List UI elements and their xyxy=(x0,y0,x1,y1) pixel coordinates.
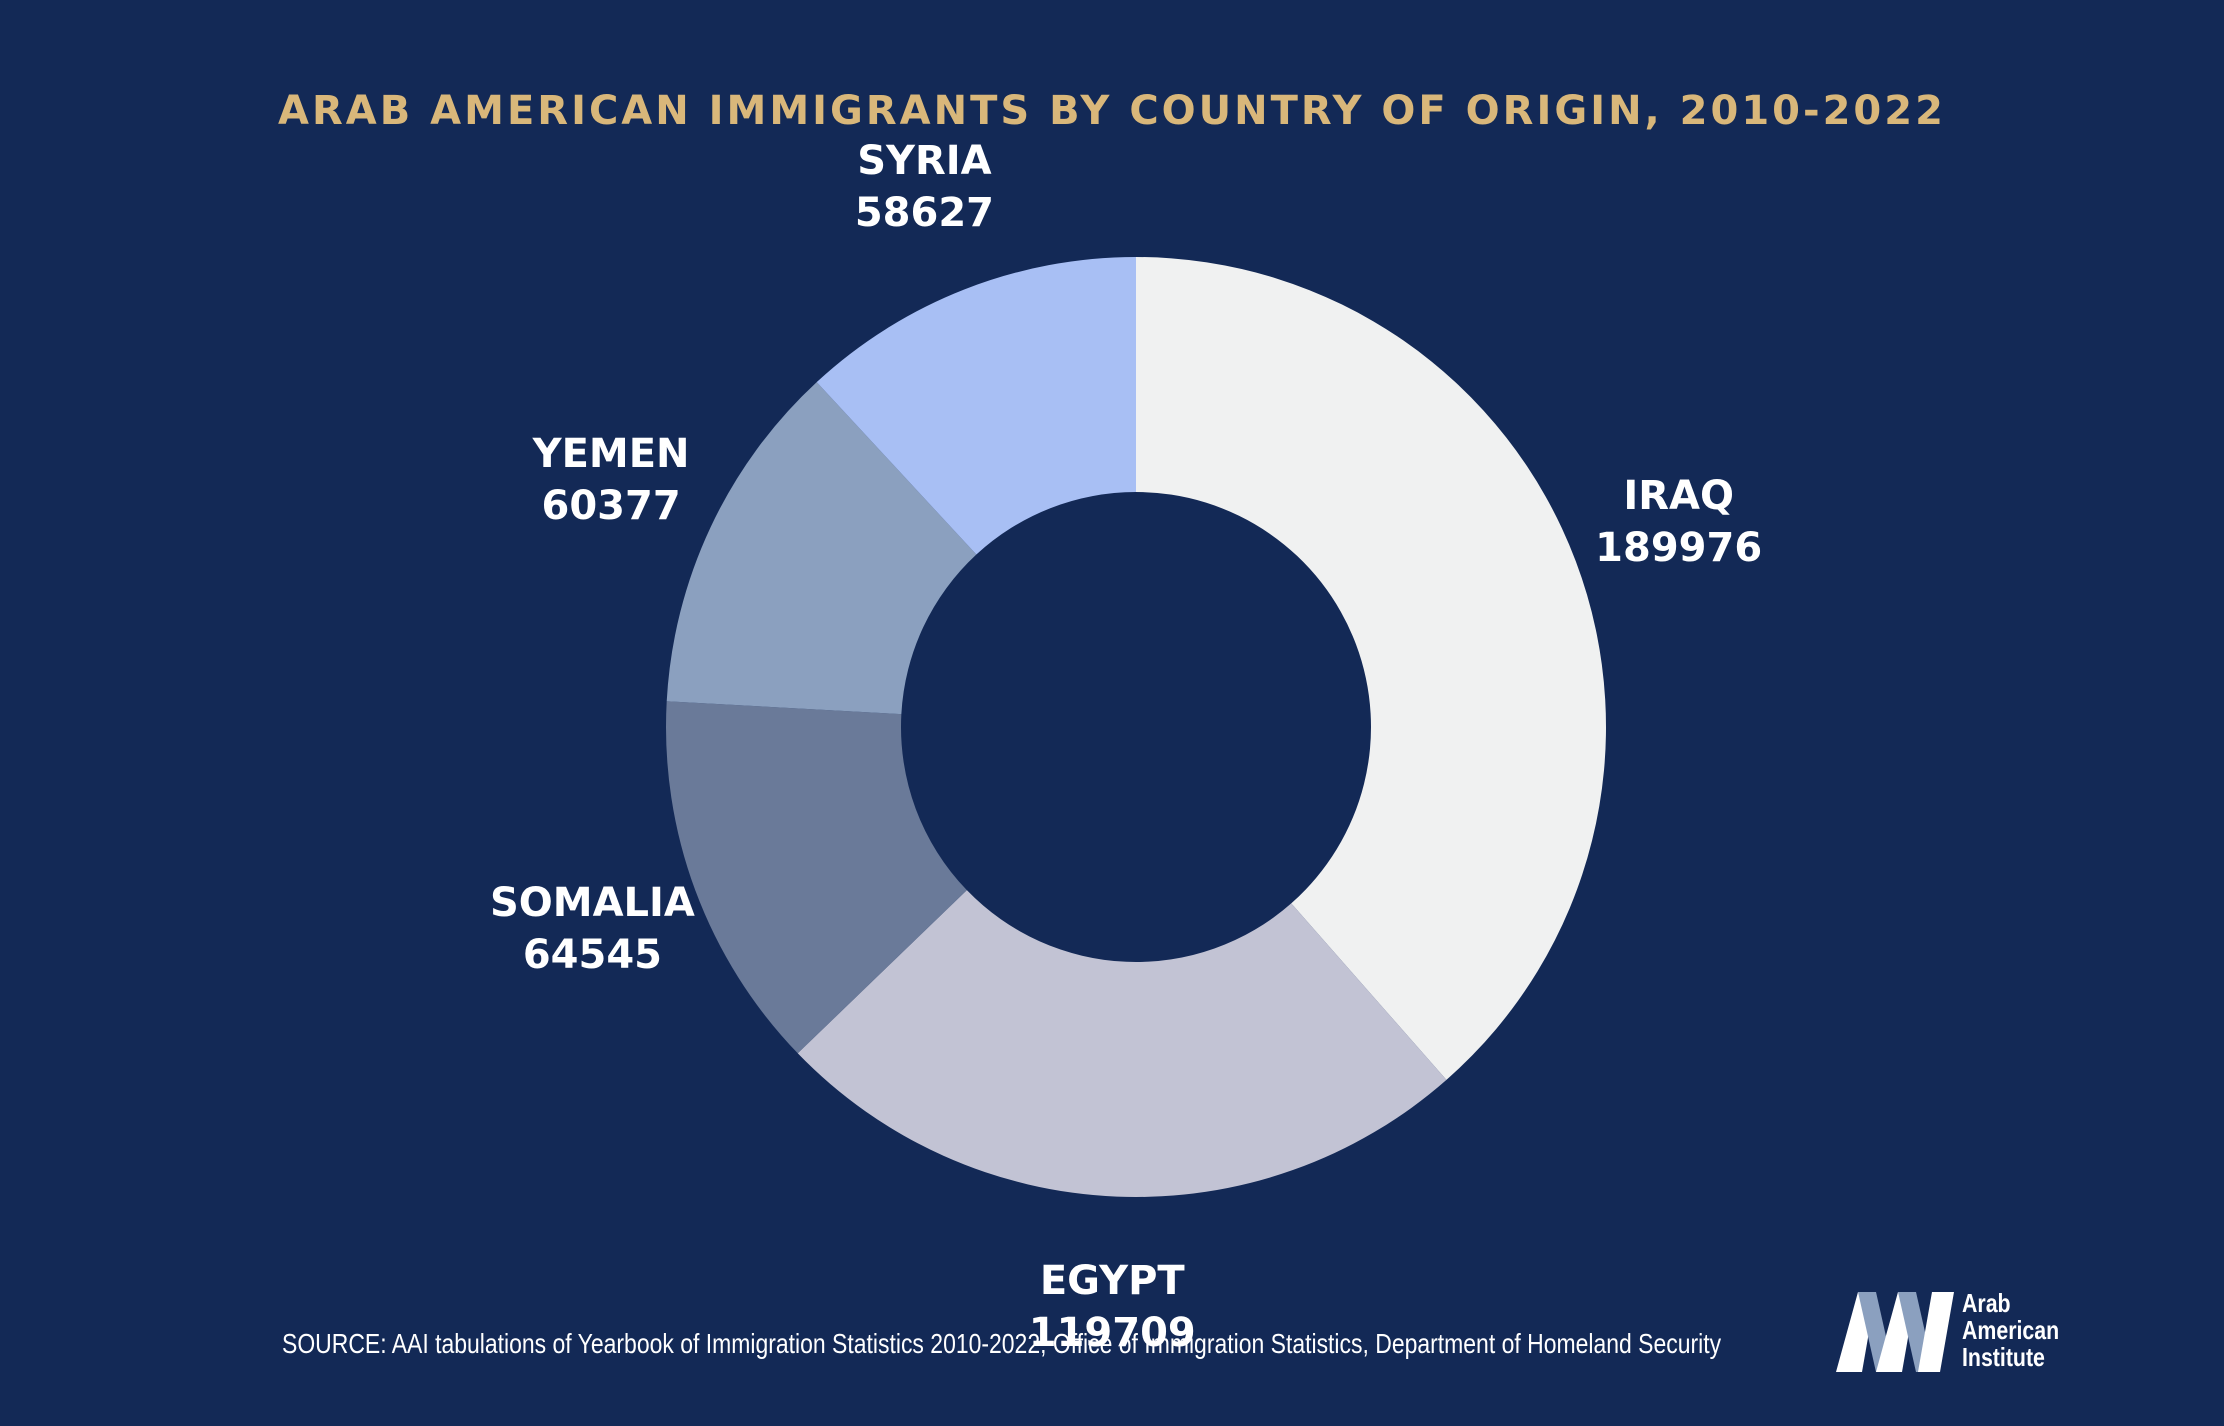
slice-yemen xyxy=(666,382,977,715)
slice-iraq xyxy=(1136,257,1606,1080)
slice-somalia xyxy=(666,701,967,1054)
slice-value-label: 119709 xyxy=(1028,1309,1196,1356)
slice-egypt xyxy=(797,890,1447,1197)
slice-value-label: 60377 xyxy=(541,483,681,530)
slice-category-label: SYRIA xyxy=(857,137,992,184)
slice-category-label: SOMALIA xyxy=(489,880,695,927)
slice-value-label: 58627 xyxy=(854,189,994,236)
slice-value-label: 64545 xyxy=(522,932,662,979)
slice-category-label: EGYPT xyxy=(1039,1257,1185,1304)
slice-label-iraq: IRAQ 189976 xyxy=(1595,470,1762,574)
slice-category-label: IRAQ xyxy=(1623,473,1734,520)
aai-logo-text: Arab American Institute xyxy=(1962,1290,2059,1371)
logo-line-1: Arab xyxy=(1962,1288,2011,1318)
slice-value-label: 189976 xyxy=(1595,525,1763,572)
logo-line-3: Institute xyxy=(1962,1342,2045,1372)
chart-title: ARAB AMERICAN IMMIGRANTS BY COUNTRY OF O… xyxy=(278,88,1946,134)
slice-label-yemen: YEMEN 60377 xyxy=(533,428,690,532)
aai-logo-mark-icon xyxy=(1836,1292,1954,1372)
slice-label-syria: SYRIA 58627 xyxy=(855,135,994,239)
logo-line-2: American xyxy=(1962,1315,2060,1345)
slice-category-label: YEMEN xyxy=(532,431,690,478)
slice-label-egypt: EGYPT 119709 xyxy=(1029,1255,1196,1359)
aai-logo: Arab American Institute xyxy=(1836,1288,2096,1378)
source-note: SOURCE: AAI tabulations of Yearbook of I… xyxy=(282,1328,1722,1359)
slice-label-somalia: SOMALIA 64545 xyxy=(490,877,695,981)
slice-syria xyxy=(816,257,1136,555)
